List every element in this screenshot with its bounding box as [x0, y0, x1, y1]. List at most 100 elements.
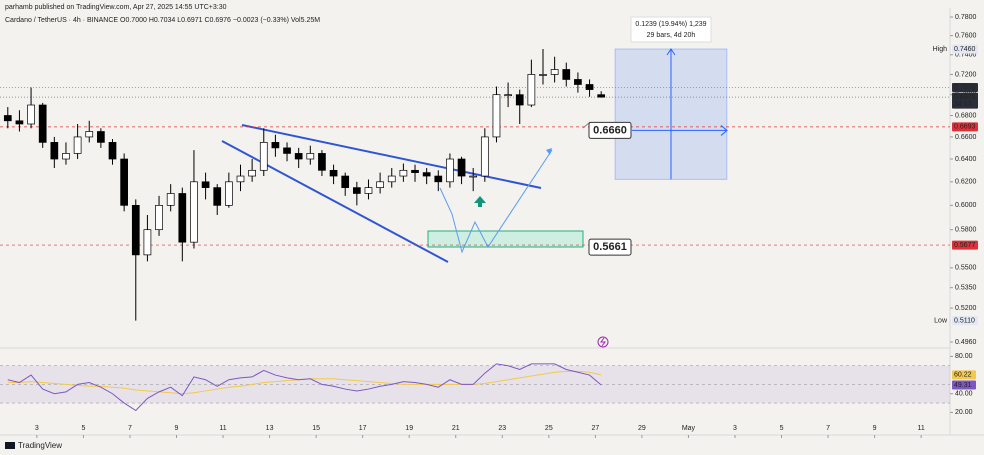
candle-body [585, 84, 594, 90]
y-tick-label: 0.6200 [955, 179, 977, 186]
price-tag-label: 0.7070 [954, 84, 976, 91]
x-tick-label: 21 [452, 425, 460, 432]
price-tag [952, 122, 978, 132]
candle-body [504, 94, 512, 97]
price-tag-label: 0.6976 [954, 94, 976, 101]
y-tick-label: 0.6800 [955, 112, 977, 119]
x-tick-label: 17 [359, 425, 367, 432]
y-tick-label: 0.6000 [955, 202, 977, 209]
price-tag [952, 316, 978, 326]
y-tick-label: 0.5500 [955, 265, 977, 272]
measure-tooltip [630, 16, 712, 43]
price-tag-label: 0.5677 [954, 242, 976, 249]
rsi-tag [952, 380, 976, 390]
footer-brand: TradingView [18, 441, 62, 450]
y-tick-label: 0.5350 [955, 285, 977, 292]
candle-body [527, 74, 536, 106]
candle-body [562, 69, 571, 80]
candle-body [166, 193, 175, 206]
candle-body [574, 79, 582, 85]
candle-body [306, 153, 315, 160]
measure-text: 0.1239 (19.94%) 1,239 [635, 21, 706, 28]
rsi-tick-label: 40.00 [955, 391, 973, 398]
y-tick-label: 0.7600 [955, 32, 977, 39]
price-note: Low [934, 317, 948, 324]
up-arrow [474, 196, 486, 207]
candle-body [73, 136, 82, 154]
symbol-line: Cardano / TetherUS · 4h · BINANCE O0.700… [5, 17, 320, 24]
rsi-tag-label: 49.31 [954, 382, 972, 389]
y-tick-label: 0.7200 [955, 71, 977, 78]
candle-body [539, 74, 547, 76]
price-tag-label: 0.5110 [954, 317, 975, 324]
x-tick-label: 29 [638, 425, 646, 432]
rsi-line [7, 363, 602, 412]
candle-body [143, 229, 152, 256]
support-zone [427, 230, 584, 248]
candle-body [155, 204, 163, 231]
candle-body [492, 94, 501, 138]
event-icon [597, 336, 609, 348]
x-tick-label: May [682, 425, 696, 432]
candle-body [515, 94, 524, 106]
candle-body [50, 142, 59, 160]
x-tick-label: 11 [918, 425, 925, 432]
x-tick-label: 27 [591, 425, 599, 432]
annotation-box [588, 121, 632, 139]
candle-body [294, 153, 303, 160]
candle-body [364, 187, 373, 194]
candle-body [271, 142, 280, 149]
candle-body [27, 104, 35, 125]
wedge-upper [241, 124, 542, 189]
candle-body [469, 175, 478, 178]
candle-body [3, 115, 12, 122]
plot: 0.78000.76000.74000.72000.70000.68000.66… [0, 14, 978, 438]
price-tag-label: 0.6693 [954, 124, 976, 131]
candle-body [178, 193, 187, 243]
candle-body [259, 142, 268, 171]
x-tick-label: 5 [780, 425, 784, 432]
candle-body [318, 153, 326, 171]
x-tick-label: 11 [219, 425, 226, 432]
y-tick-label: 0.7400 [955, 52, 977, 59]
candle-body [352, 187, 361, 194]
candle-body [434, 175, 443, 183]
logo: TradingView [5, 441, 62, 450]
candle-body [108, 142, 117, 160]
y-tick-label: 0.5800 [955, 227, 977, 234]
x-tick-label: 9 [873, 425, 877, 432]
rsi-tick-label: 20.00 [955, 409, 973, 416]
candle-body [225, 181, 233, 206]
x-tick-label: 19 [405, 425, 413, 432]
x-tick-label: 7 [128, 425, 132, 432]
candle-body [190, 181, 198, 243]
x-tick-label: 7 [826, 425, 830, 432]
price-countdown: 34:17 [954, 101, 972, 108]
x-tick-label: 3 [35, 425, 39, 432]
candle-body [236, 175, 245, 183]
x-tick-label: 25 [545, 425, 553, 432]
annotation-box [588, 238, 632, 256]
publisher: parhamb published on TradingView.com, Ap… [5, 4, 227, 11]
projection-path [439, 149, 553, 254]
candle-body [248, 169, 256, 177]
y-tick-label: 0.5200 [955, 305, 977, 312]
candle-body [387, 175, 396, 183]
rsi-tag-label: 60.22 [954, 372, 972, 379]
drawings [221, 121, 609, 348]
candle-body [341, 175, 350, 188]
annotation-label: 0.6660 [593, 124, 627, 136]
wedge-lower [221, 140, 449, 263]
candle-body [85, 131, 94, 138]
x-tick-label: 15 [312, 425, 320, 432]
candle-body [213, 187, 222, 206]
candle-body [597, 94, 606, 98]
candle-body [131, 204, 140, 256]
measure-text: 29 bars, 4d 20h [647, 32, 696, 39]
y-tick-label: 0.6400 [955, 156, 977, 163]
x-tick-label: 23 [498, 425, 506, 432]
logo-mark [5, 442, 15, 449]
candle-body [411, 169, 419, 173]
